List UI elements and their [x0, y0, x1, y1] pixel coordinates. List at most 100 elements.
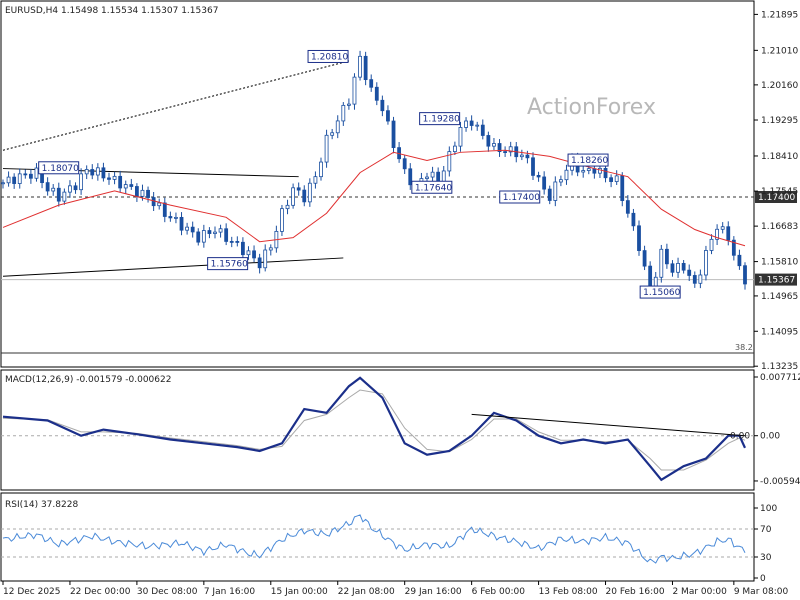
macd-signal-line	[2, 389, 746, 471]
price-axis-label: 1.21895	[761, 10, 798, 20]
channel-trendline	[2, 60, 350, 151]
candle-body	[45, 182, 50, 192]
price-annotation-label: 1.20810	[311, 52, 348, 62]
candle-body	[17, 173, 22, 184]
candle-body	[129, 184, 134, 187]
rsi-panel-title: RSI(14) 37.8228	[5, 500, 78, 510]
price-annotation-label: 1.18070	[42, 164, 79, 174]
x-axis-label: 13 Feb 08:00	[539, 587, 598, 597]
candle-body	[726, 226, 731, 241]
rsi-axis-label: 100	[760, 504, 777, 514]
candle-body	[240, 241, 245, 256]
candle-body	[23, 173, 28, 176]
candle-body	[687, 269, 692, 276]
candle-body	[118, 175, 123, 189]
watermark: ActionForex	[527, 95, 656, 120]
candle-body	[196, 231, 201, 243]
candle-body	[637, 225, 641, 251]
candle-body	[475, 124, 480, 127]
rsi-axis-label: 30	[760, 553, 772, 563]
candle-body	[246, 250, 251, 256]
candle-body	[263, 249, 268, 269]
candle-body	[157, 202, 162, 207]
price-axis-label: 1.16683	[761, 222, 798, 232]
candle-body	[123, 184, 128, 189]
candle-body	[458, 127, 463, 147]
rsi-axis-label: 70	[760, 525, 772, 535]
candle-body	[430, 171, 435, 178]
candle-body	[257, 257, 262, 269]
candle-body	[614, 175, 619, 182]
price-annotation-box	[639, 285, 681, 299]
candle-body	[224, 228, 229, 242]
price-axis-label: 1.19295	[761, 116, 798, 126]
candle-body	[486, 135, 491, 147]
price-axis-label: 1.21010	[761, 46, 798, 56]
price-panel	[0, 0, 755, 368]
candle-body	[441, 170, 446, 183]
candle-body	[525, 154, 530, 159]
candle-body	[252, 250, 256, 259]
x-axis-label: 20 Feb 16:00	[606, 587, 665, 597]
candle-body	[558, 179, 563, 183]
price-axis-label: 1.17545	[761, 187, 798, 197]
macd-line	[2, 376, 747, 482]
candle-body	[664, 248, 669, 265]
candle-body	[190, 226, 195, 233]
candle-body	[291, 187, 296, 206]
price-annotation-label: 1.15760	[211, 260, 248, 270]
candle-body	[731, 239, 736, 256]
candle-body	[324, 134, 329, 163]
candle-body	[425, 176, 429, 179]
candle-body	[464, 120, 468, 128]
candle-body	[335, 120, 340, 134]
candle-body	[391, 120, 396, 149]
price-panel-title: EURUSD,H4 1.15498 1.15534 1.15307 1.1536…	[5, 6, 218, 16]
support-trendline	[2, 257, 344, 277]
candle-body	[90, 169, 95, 176]
candle-body	[670, 263, 675, 273]
price-annotation-box	[38, 161, 80, 175]
candle-body	[497, 143, 502, 152]
candle-body	[704, 250, 708, 276]
candle-body	[229, 241, 234, 243]
candle-body	[341, 104, 346, 122]
candle-body	[676, 262, 680, 273]
price-annotation-box	[307, 49, 349, 63]
candle-body	[112, 175, 117, 180]
candle-body	[620, 175, 625, 202]
x-axis-label: 2 Mar 00:00	[672, 587, 727, 597]
candle-body	[492, 143, 496, 147]
candle-body	[715, 228, 720, 240]
candle-body	[358, 55, 362, 78]
level-price-tag	[755, 191, 797, 203]
candle-body	[386, 110, 390, 122]
rsi-line	[2, 514, 746, 564]
x-axis-label: 7 Jan 16:00	[204, 587, 256, 597]
candle-body	[598, 167, 602, 174]
candle-body	[581, 170, 586, 173]
candle-body	[218, 228, 223, 233]
candle-body	[625, 200, 630, 214]
candle-body	[743, 265, 747, 285]
price-axis-label: 1.14095	[761, 327, 798, 337]
candle-body	[95, 167, 100, 176]
candle-body	[363, 55, 368, 81]
candle-body	[307, 182, 312, 203]
moving-average-line	[2, 149, 746, 247]
candle-body	[480, 124, 485, 136]
candle-body	[642, 250, 647, 267]
candle-body	[84, 169, 89, 175]
candle-body	[592, 168, 597, 174]
candle-body	[681, 262, 686, 271]
candle-body	[73, 185, 78, 191]
candle-body	[542, 176, 547, 190]
candle-body	[452, 145, 457, 153]
candle-body	[168, 216, 173, 219]
price-axis-label: 1.20160	[761, 81, 798, 91]
candle-body	[134, 186, 139, 197]
candle-body	[51, 187, 56, 192]
macd-panel-title: MACD(12,26,9) -0.001579 -0.000622	[5, 375, 171, 385]
candle-body	[402, 158, 407, 170]
